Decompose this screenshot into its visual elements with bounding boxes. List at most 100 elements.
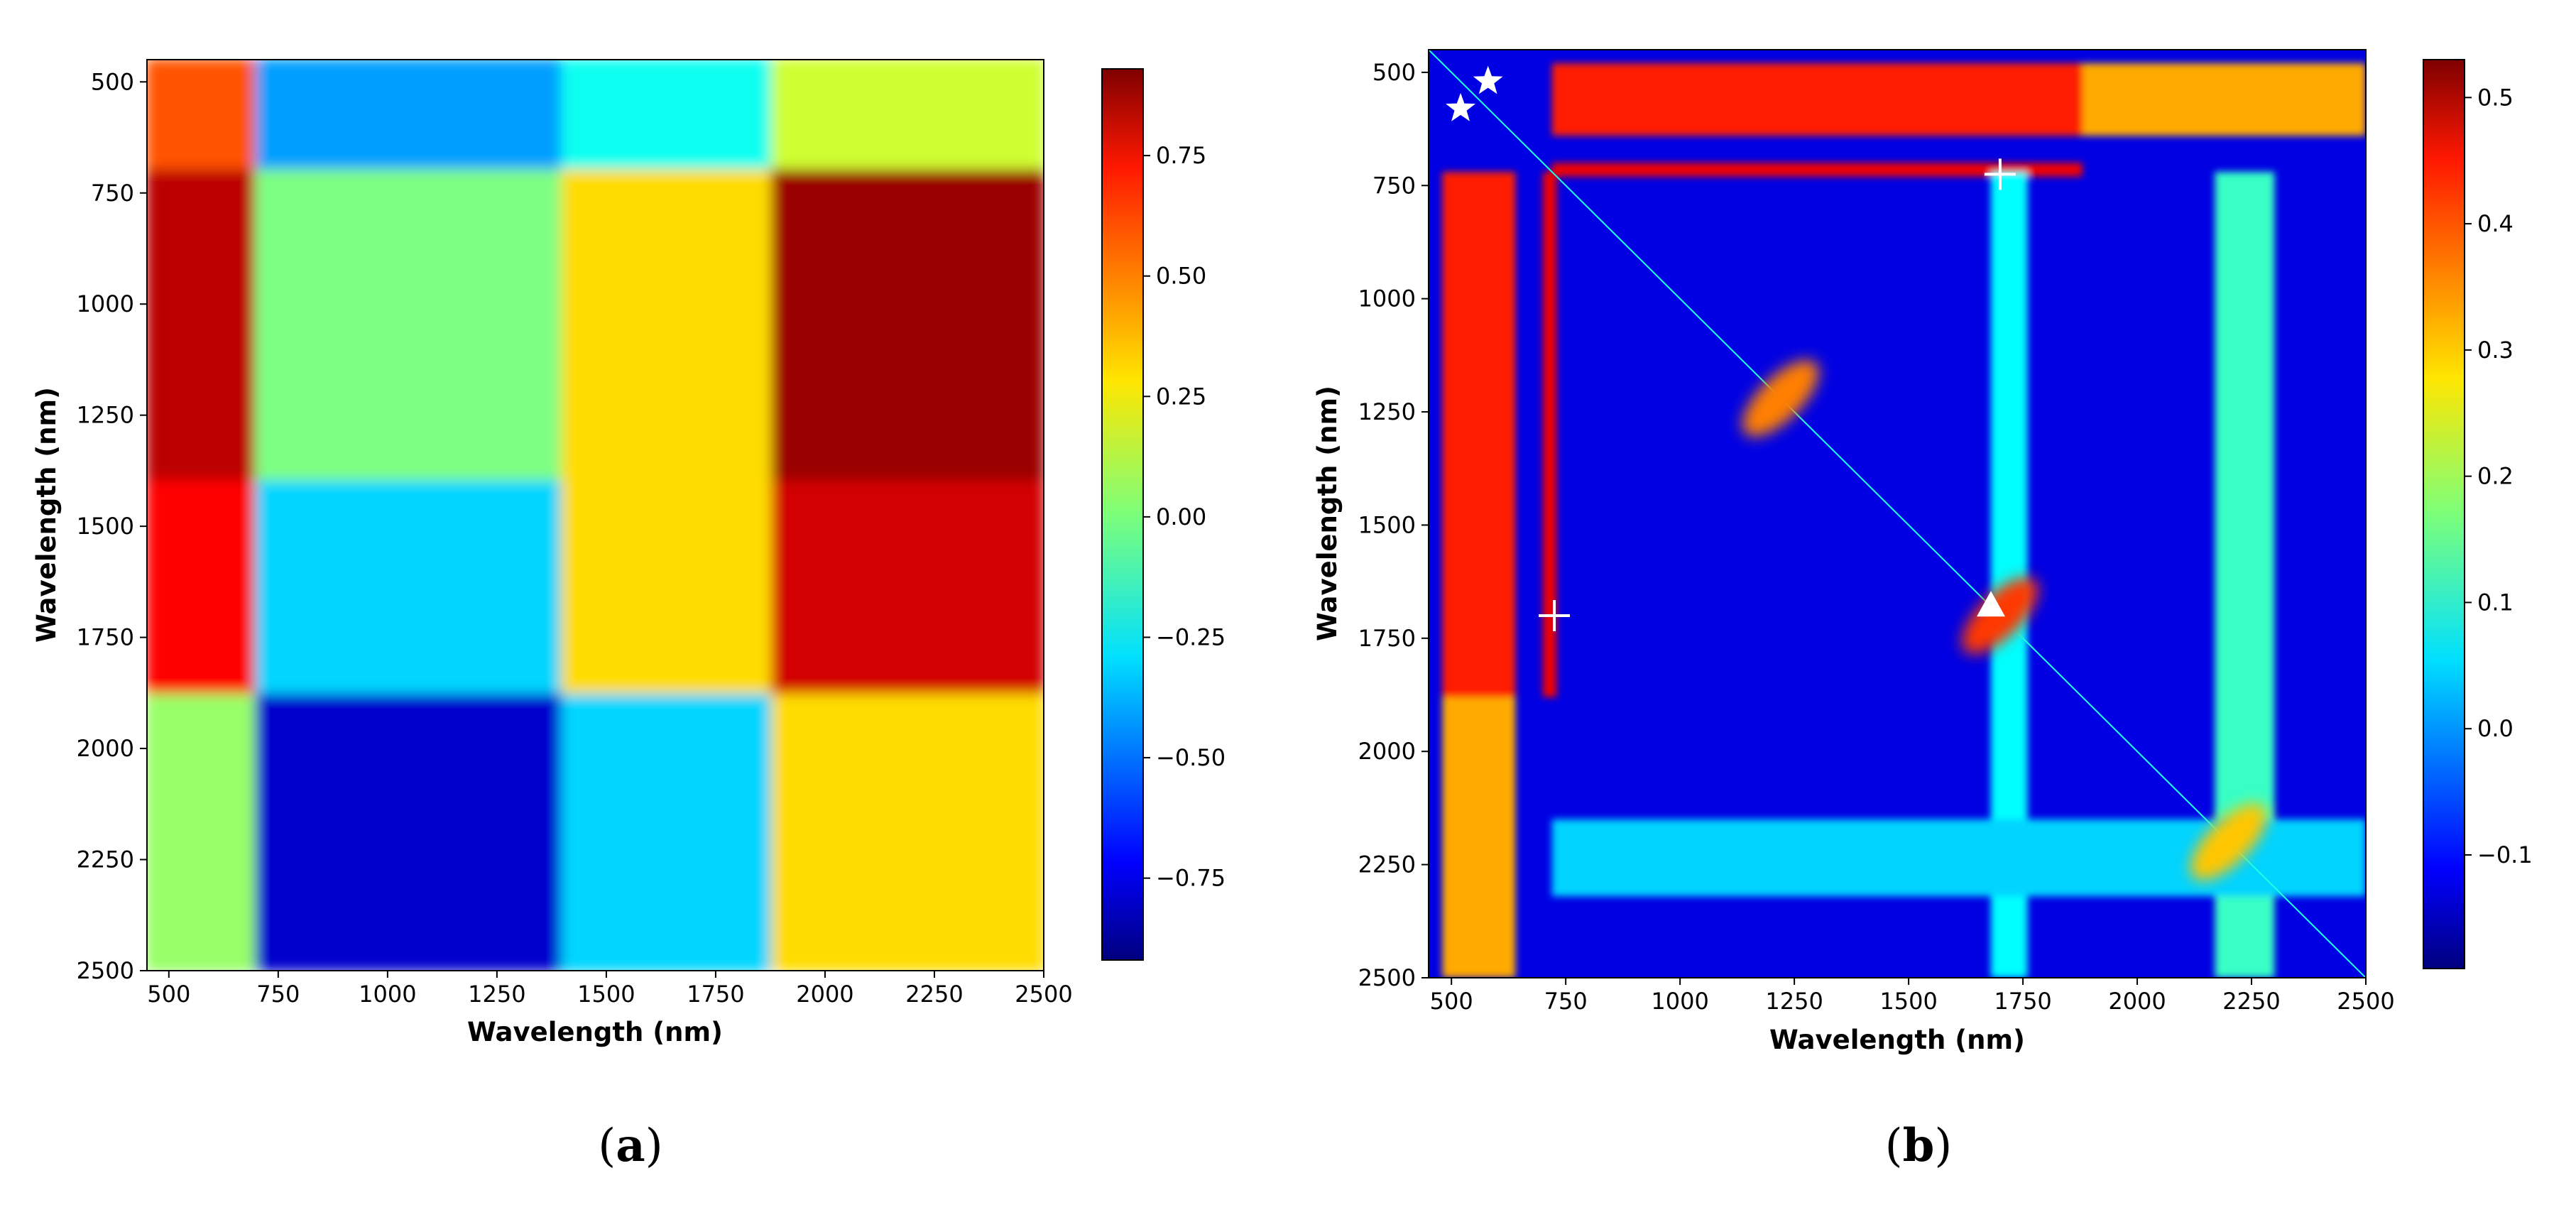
colorbar-tick-label: −0.1 — [2477, 841, 2533, 868]
colorbar-tick-label: 0.4 — [2477, 210, 2514, 237]
heatmap-band — [1442, 172, 1516, 697]
heatmap-cell — [561, 480, 775, 697]
heatmap-cell — [255, 693, 564, 971]
y-tick-label: 750 — [1372, 172, 1416, 199]
y-axis-b: 500 750 1000 1250 1500 1750 2000 2250 2500 — [1358, 59, 1429, 991]
plus-marker — [1539, 599, 1571, 631]
heatmap-cell — [561, 169, 775, 484]
y-tick-label: 1000 — [1358, 285, 1416, 312]
y-axis-label-b: Wavelength (nm) — [1312, 386, 1343, 641]
heatmap-band — [1542, 172, 1557, 697]
y-tick-label: 2000 — [1358, 738, 1416, 765]
y-tick-label: 500 — [91, 68, 134, 95]
colorbar-tick-label: 0.2 — [2477, 463, 2514, 490]
y-tick-label: 1250 — [77, 402, 134, 429]
heatmap-cell — [561, 693, 775, 971]
heatmap-cell — [771, 169, 1044, 484]
x-tick-label: 1000 — [1651, 988, 1708, 1015]
x-tick-label: 1250 — [468, 981, 525, 1008]
star-marker — [1446, 92, 1475, 121]
heatmap-cell — [147, 169, 258, 484]
colorbar-tick-label: −0.50 — [1156, 744, 1226, 771]
colorbar-tick-label: 0.50 — [1156, 263, 1206, 290]
panel-caption-a: (a) — [598, 1119, 662, 1172]
x-tick-label: 2000 — [2108, 988, 2166, 1015]
diagonal-line — [1429, 50, 2366, 978]
y-tick-label: 1000 — [77, 290, 134, 317]
x-axis-a: 500 750 1000 1250 1500 1750 2000 2250 2500 — [147, 971, 1073, 1008]
colorbar-tick-label: −0.25 — [1156, 623, 1226, 650]
x-tick-label: 1500 — [577, 981, 635, 1008]
x-tick-label: 500 — [1430, 988, 1473, 1015]
heatmap-cell — [255, 60, 564, 173]
y-tick-label: 750 — [91, 180, 134, 207]
x-tick-label: 1500 — [1879, 988, 1937, 1015]
heatmap-band — [1442, 697, 1516, 978]
x-tick-label: 2250 — [905, 981, 963, 1008]
y-tick-label: 2250 — [77, 846, 134, 873]
colorbar-gradient-b — [2423, 59, 2465, 969]
colorbar-tick-label: 0.3 — [2477, 337, 2514, 364]
heatmap-panel-b: 500 750 1000 1250 1500 1750 2000 2250 2500 500 75… — [1312, 49, 2533, 1172]
y-tick-label: 2500 — [1358, 964, 1416, 991]
heatmap-cell — [255, 480, 564, 697]
heatmap-cell — [147, 480, 258, 697]
heatmap-cell — [771, 693, 1044, 971]
y-tick-label: 1500 — [1358, 511, 1416, 538]
x-tick-label: 2500 — [1015, 981, 1072, 1008]
colorbar-tick-label: 0.00 — [1156, 503, 1206, 530]
heatmap-hotspot — [1742, 360, 1819, 437]
y-tick-label: 2500 — [77, 957, 134, 984]
star-marker — [1473, 65, 1503, 94]
y-tick-label: 1750 — [1358, 625, 1416, 652]
y-axis-label-a: Wavelength (nm) — [31, 387, 62, 643]
x-tick-label: 2250 — [2222, 988, 2280, 1015]
x-tick-label: 500 — [147, 981, 190, 1008]
y-tick-label: 1750 — [77, 624, 134, 651]
heatmap-cell — [771, 60, 1044, 173]
colorbar-a: −0.75 −0.50 −0.25 0.00 0.25 0.50 0.75 — [1101, 68, 1226, 961]
heatmap-cell — [147, 60, 258, 173]
heatmap-panel-a: 500 750 1000 1250 1500 1750 2000 2250 2500 500 75… — [31, 59, 1226, 1172]
markers-b — [1446, 65, 2016, 631]
plus-marker — [1984, 158, 2016, 190]
heatmap-a-cells — [147, 60, 1044, 971]
colorbar-tick-label: 0.25 — [1156, 383, 1206, 410]
y-tick-label: 500 — [1372, 59, 1416, 86]
y-tick-label: 2250 — [1358, 851, 1416, 878]
colorbar-b: −0.1 0.0 0.1 0.2 0.3 0.4 0.5 — [2423, 59, 2533, 969]
colorbar-tick-label: 0.0 — [2477, 715, 2514, 742]
colorbar-ticks-a: −0.75 −0.50 −0.25 0.00 0.25 0.50 0.75 — [1143, 142, 1226, 892]
heatmap-b-cells — [1429, 50, 2366, 978]
x-tick-label: 1250 — [1765, 988, 1823, 1015]
plot-frame-a — [146, 59, 1044, 971]
y-tick-label: 1500 — [77, 513, 134, 540]
x-axis-label-b: Wavelength (nm) — [1769, 1025, 2025, 1055]
colorbar-tick-label: −0.75 — [1156, 865, 1226, 892]
x-tick-label: 1000 — [359, 981, 416, 1008]
y-tick-label: 2000 — [77, 735, 134, 762]
heatmap-cell — [255, 169, 564, 484]
heatmap-cell — [561, 60, 775, 173]
colorbar-ticks-b: −0.1 0.0 0.1 0.2 0.3 0.4 0.5 — [2465, 84, 2533, 868]
y-tick-label: 1250 — [1358, 398, 1416, 425]
heatmap-hotspot — [2190, 803, 2267, 880]
triangle-marker — [1977, 591, 2005, 617]
x-axis-label-a: Wavelength (nm) — [467, 1017, 723, 1047]
x-tick-label: 750 — [1544, 988, 1588, 1015]
x-tick-label: 1750 — [1994, 988, 2051, 1015]
x-tick-label: 750 — [256, 981, 300, 1008]
plot-frame-b — [1428, 49, 2367, 978]
colorbar-gradient-a — [1101, 68, 1144, 961]
panel-caption-b: (b) — [1885, 1119, 1953, 1172]
colorbar-tick-label: 0.75 — [1156, 142, 1206, 169]
x-tick-label: 2000 — [796, 981, 853, 1008]
colorbar-tick-label: 0.5 — [2477, 84, 2514, 111]
x-axis-b: 500 750 1000 1250 1500 1750 2000 2250 2500 — [1430, 978, 2395, 1015]
heatmap-cell — [147, 693, 258, 971]
heatmap-band — [2082, 63, 2366, 136]
heatmap-band — [1551, 63, 2083, 136]
heatmap-cell — [771, 480, 1044, 697]
y-axis-a: 500 750 1000 1250 1500 1750 2000 2250 2500 — [77, 68, 147, 984]
